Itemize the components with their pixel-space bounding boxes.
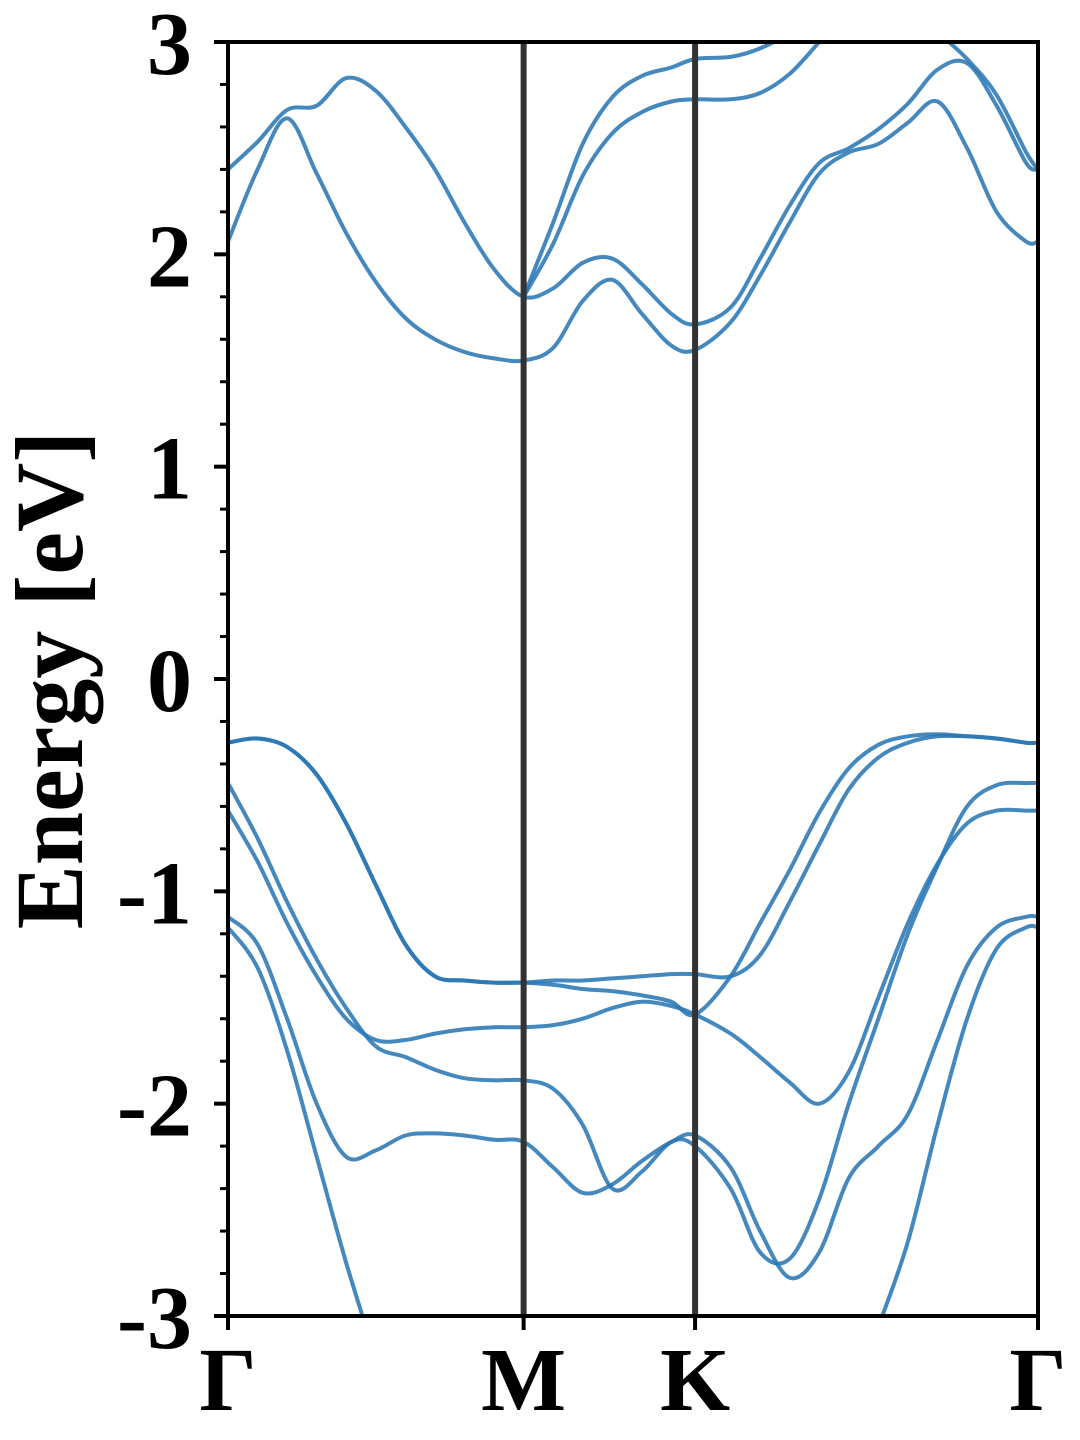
band-line-9 — [521, 42, 778, 298]
band-line-3 — [228, 807, 1038, 1106]
y-tick-label: -3 — [117, 1269, 192, 1368]
band-line-6 — [228, 732, 1038, 1018]
y-tick-label: 1 — [147, 420, 192, 519]
y-axis-ticks: -3 -2 -1 0 1 2 3 — [117, 0, 228, 1368]
band-line-4 — [228, 780, 1038, 1266]
plot-frame — [226, 40, 1040, 1318]
band-line-8 — [228, 58, 1038, 327]
x-tick-label: Γ — [1009, 1331, 1066, 1430]
axes-frame — [226, 40, 1040, 1318]
band-line-7 — [228, 98, 1038, 364]
band-line-1 — [228, 923, 1038, 1316]
y-axis-label: Energy [eV] — [0, 431, 103, 930]
high-symmetry-lines — [520, 42, 699, 1316]
x-tick-label: K — [660, 1331, 730, 1430]
band-line-2 — [228, 914, 1038, 1281]
y-tick-label: -1 — [117, 844, 192, 943]
x-tick-label: Γ — [199, 1331, 256, 1430]
band-line-5 — [228, 733, 1038, 985]
y-tick-label: -2 — [117, 1057, 192, 1156]
y-tick-label: 2 — [147, 207, 192, 306]
x-tick-label: M — [481, 1331, 566, 1430]
band-line-11 — [945, 42, 1038, 171]
band-lines — [228, 42, 1038, 1316]
y-tick-label: 0 — [147, 632, 192, 731]
band-line-10 — [521, 42, 821, 298]
y-tick-label: 3 — [147, 0, 192, 94]
